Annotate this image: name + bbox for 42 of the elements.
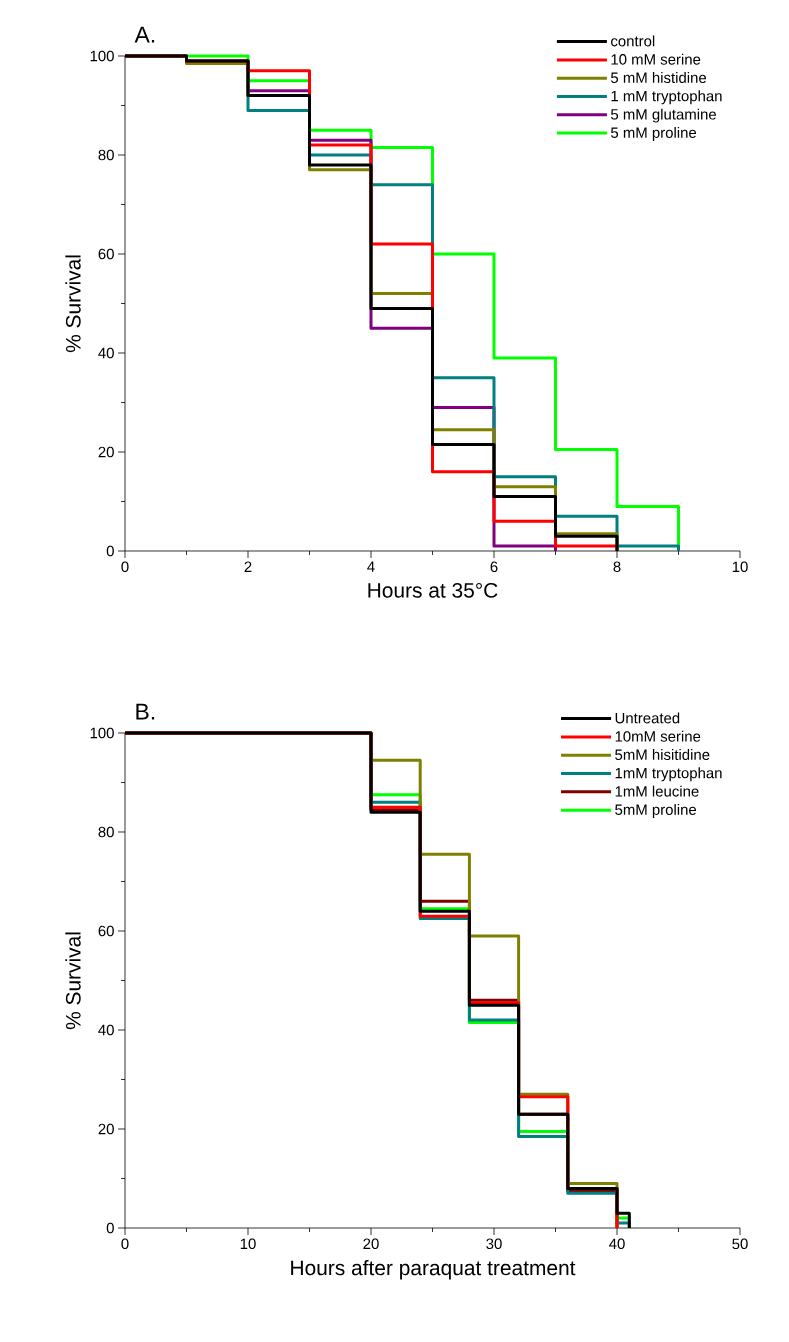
x-tick-label: 8 [613, 561, 621, 573]
x-axis-title: Hours at 35°C [368, 582, 498, 598]
x-tick-label: 30 [486, 1238, 502, 1250]
legend-label: Untreated [615, 712, 680, 724]
x-tick-label: 6 [490, 561, 498, 573]
y-tick-label: 0 [106, 545, 114, 557]
legend-label: 5mM hisitidine [615, 749, 710, 761]
y-tick-label: 100 [90, 50, 114, 62]
y-tick-label: 0 [106, 1222, 114, 1234]
y-tick-label: 80 [98, 149, 114, 161]
legend-label: control [611, 35, 655, 47]
y-tick-label: 100 [90, 727, 114, 739]
x-tick-label: 40 [609, 1238, 625, 1250]
legend-label: 1 mM tryptophan [611, 90, 722, 105]
x-tick-label: 0 [121, 1238, 129, 1250]
legend-label: 5 mM proline [610, 126, 697, 141]
x-tick-label: 50 [732, 1238, 748, 1250]
x-tick-label: 2 [244, 561, 252, 572]
y-axis-title: % Survival [65, 932, 81, 1030]
x-tick-label: 10 [732, 561, 748, 573]
legend-label: 10 mM serine [611, 53, 701, 65]
y-tick-label: 40 [98, 347, 114, 359]
chart-title: A. [134, 26, 155, 43]
legend-label: 1mM leucine [615, 785, 699, 797]
legend-label: 10mM serine [615, 730, 701, 742]
y-tick-label: 80 [98, 826, 114, 838]
legend-label: 1mM tryptophan [615, 767, 722, 782]
x-tick-label: 0 [121, 561, 129, 573]
legend-label: 5 mM glutamine [610, 108, 717, 123]
y-tick-label: 20 [98, 1123, 114, 1135]
y-tick-label: 60 [98, 248, 114, 260]
y-tick-label: 60 [98, 925, 114, 937]
y-tick-label: 40 [98, 1024, 114, 1036]
x-tick-label: 10 [240, 1238, 256, 1250]
x-axis-title: Hours after paraquat treatment [291, 1259, 576, 1280]
y-axis-title: % Survival [65, 255, 81, 353]
x-tick-label: 4 [367, 561, 375, 572]
legend-label: 5mM proline [615, 803, 697, 818]
x-tick-label: 20 [363, 1238, 379, 1250]
chart-title: B. [136, 703, 155, 720]
legend-label: 5 mM histidine [610, 72, 707, 83]
y-tick-label: 20 [98, 446, 114, 458]
